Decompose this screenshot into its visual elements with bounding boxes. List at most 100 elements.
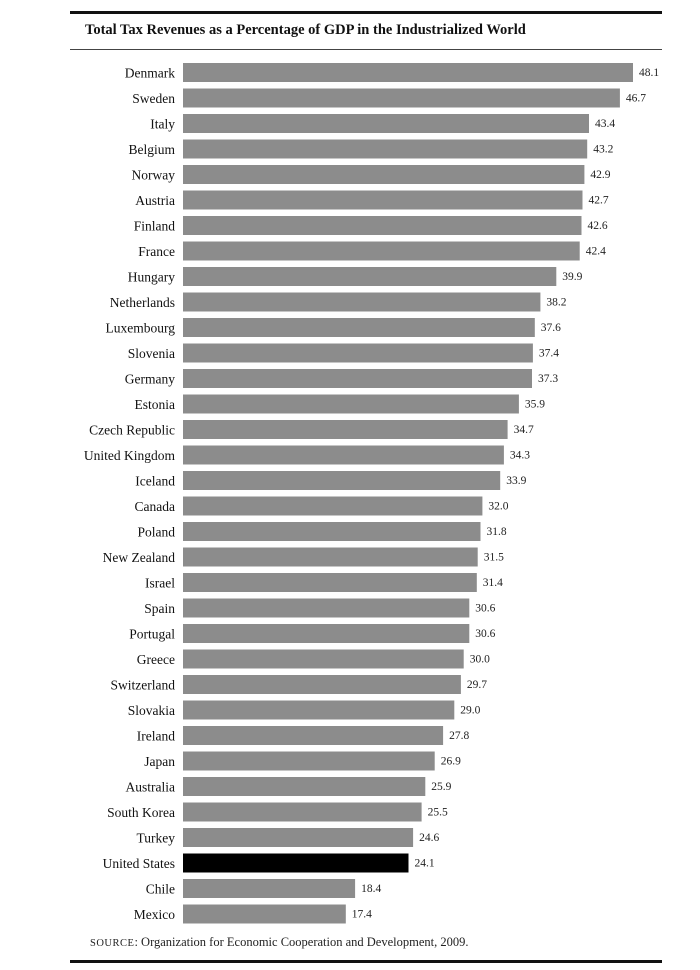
value-label: 31.5: [484, 552, 504, 564]
chart-title: Total Tax Revenues as a Percentage of GD…: [85, 22, 526, 38]
bar-turkey: [183, 828, 414, 847]
bar-poland: [183, 522, 481, 541]
value-label: 38.2: [546, 297, 566, 309]
bar-new-zealand: [183, 547, 478, 567]
value-label: 30.0: [470, 654, 490, 666]
bar-mexico: [183, 904, 346, 924]
category-label: New Zealand: [103, 550, 176, 565]
category-label: Belgium: [129, 142, 176, 157]
category-label: Germany: [125, 372, 175, 387]
bar-netherlands: [183, 292, 541, 312]
bar-south-korea: [183, 802, 422, 822]
bottom-rule: [70, 960, 662, 963]
value-label: 46.7: [626, 93, 646, 105]
value-label: 30.6: [475, 603, 495, 615]
value-label: 17.4: [352, 909, 372, 921]
bar-belgium: [183, 139, 588, 159]
category-label: United States: [103, 856, 175, 871]
bar-sweden: [183, 88, 620, 108]
category-label: Netherlands: [110, 295, 175, 310]
top-rule: [70, 11, 662, 14]
category-label: Norway: [132, 168, 176, 183]
title-divider: [70, 49, 662, 50]
bar-luxembourg: [183, 318, 535, 337]
value-label: 42.9: [590, 169, 610, 181]
category-label: Slovenia: [128, 346, 175, 361]
value-label: 42.6: [588, 220, 608, 232]
value-label: 31.4: [483, 577, 503, 589]
value-label: 48.1: [639, 67, 659, 79]
value-label: 24.1: [415, 858, 435, 870]
source-label: SOURCE: [90, 938, 135, 949]
category-label: Italy: [150, 117, 175, 132]
bar-france: [183, 241, 580, 261]
value-label: 42.7: [589, 195, 609, 207]
value-label: 37.6: [541, 322, 561, 334]
value-label: 25.9: [431, 781, 451, 793]
value-label: 29.0: [460, 705, 480, 717]
category-label: Austria: [135, 193, 175, 208]
category-label: Spain: [144, 601, 175, 616]
value-label: 39.9: [562, 271, 582, 283]
bar-spain: [183, 598, 470, 618]
category-label: Switzerland: [111, 678, 176, 693]
category-label: Czech Republic: [89, 423, 175, 438]
category-label: Canada: [135, 499, 175, 514]
category-label: Portugal: [129, 627, 175, 642]
bar-chart: Denmark 48.1 Sweden 46.7 Italy 43.4 Belgium 43.…: [84, 63, 659, 924]
bar-finland: [183, 216, 582, 235]
bar-united-kingdom: [183, 445, 504, 465]
bar-united-states: [183, 853, 409, 873]
category-label: Slovakia: [128, 703, 175, 718]
category-label: South Korea: [107, 805, 175, 820]
category-label: Estonia: [135, 397, 176, 412]
bar-japan: [183, 751, 435, 771]
category-label: Hungary: [128, 270, 175, 285]
value-label: 31.8: [487, 526, 507, 538]
bar-israel: [183, 573, 477, 592]
value-label: 35.9: [525, 399, 545, 411]
value-label: 32.0: [488, 501, 508, 513]
bar-czech-republic: [183, 420, 508, 439]
category-label: Denmark: [125, 66, 175, 81]
value-label: 34.3: [510, 450, 530, 462]
value-label: 25.5: [428, 807, 448, 819]
value-label: 24.6: [419, 832, 439, 844]
category-label: United Kingdom: [84, 448, 176, 463]
bar-iceland: [183, 471, 501, 490]
bar-estonia: [183, 394, 519, 414]
bar-portugal: [183, 624, 470, 643]
category-label: Chile: [146, 882, 175, 897]
value-label: 27.8: [449, 730, 469, 742]
bar-italy: [183, 114, 589, 133]
bar-switzerland: [183, 675, 461, 694]
category-label: Iceland: [135, 474, 175, 489]
category-label: Sweden: [132, 91, 175, 106]
bar-australia: [183, 777, 426, 796]
source-text: : Organization for Economic Cooperation …: [134, 935, 469, 949]
category-label: Mexico: [134, 907, 175, 922]
source-note: SOURCE: Organization for Economic Cooper…: [90, 935, 469, 950]
category-label: Australia: [126, 780, 176, 795]
bar-slovenia: [183, 343, 533, 363]
bar-canada: [183, 496, 483, 516]
category-label: Turkey: [136, 831, 175, 846]
value-label: 43.4: [595, 118, 615, 130]
value-label: 26.9: [441, 756, 461, 768]
value-label: 37.3: [538, 373, 558, 385]
category-label: Luxembourg: [106, 321, 176, 336]
bar-germany: [183, 369, 532, 388]
bar-austria: [183, 190, 583, 210]
bar-norway: [183, 165, 585, 184]
value-label: 33.9: [506, 475, 526, 487]
value-label: 43.2: [593, 144, 613, 156]
bar-hungary: [183, 267, 557, 286]
value-label: 34.7: [514, 424, 534, 436]
bar-chile: [183, 879, 356, 898]
category-label: Finland: [134, 219, 176, 234]
value-label: 37.4: [539, 348, 559, 360]
bar-slovakia: [183, 700, 455, 720]
bar-denmark: [183, 63, 633, 82]
category-label: Greece: [137, 652, 175, 667]
value-label: 30.6: [475, 628, 495, 640]
